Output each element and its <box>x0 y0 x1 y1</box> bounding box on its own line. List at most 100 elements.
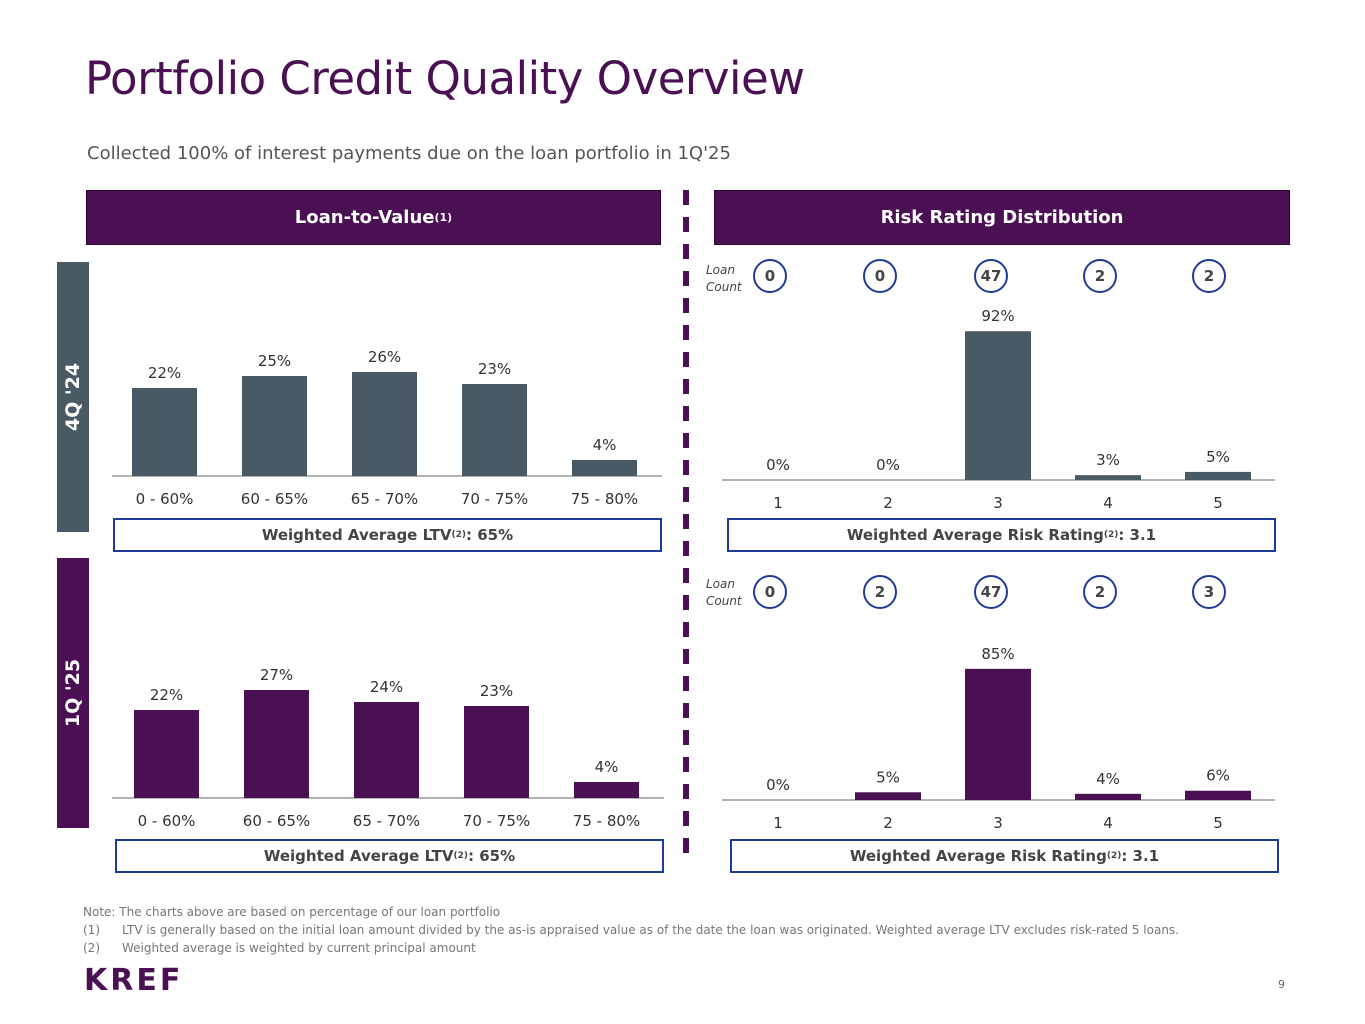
ltv-chart-1q25: 22% 0 - 60% 27% 60 - 65% 24% 65 - 70% 23% 70 - … <box>112 666 664 830</box>
bar-65-70- <box>352 372 417 476</box>
data-label: 3% <box>1096 451 1120 469</box>
bar-5 <box>1185 790 1251 800</box>
data-label: 6% <box>1206 767 1230 785</box>
bar-70-75- <box>464 706 529 798</box>
tick-label: 3 <box>993 494 1003 512</box>
weighted-risk-box-1q25: Weighted Average Risk Rating (2): 3.1 <box>730 839 1279 873</box>
weighted-ltv-value: : 65% <box>466 526 514 544</box>
tick-label: 0 - 60% <box>138 812 196 830</box>
period-label-1q25: 1Q '25 <box>57 558 89 828</box>
weighted-ltv-label: Weighted Average LTV <box>261 526 452 544</box>
data-label: 4% <box>595 758 619 776</box>
tick-label: 4 <box>1103 814 1113 832</box>
data-label: 92% <box>981 307 1014 325</box>
weighted-ltv-label: Weighted Average LTV <box>263 847 454 865</box>
page-number: 9 <box>1278 978 1285 991</box>
data-label: 23% <box>480 682 513 700</box>
weighted-risk-box-4q24: Weighted Average Risk Rating (2): 3.1 <box>727 518 1276 552</box>
tick-label: 5 <box>1213 814 1223 832</box>
loan-count-1q25-rating-1: 0 <box>753 575 787 609</box>
tick-label: 4 <box>1103 494 1113 512</box>
ltv-chart-4q24: 22% 0 - 60% 25% 60 - 65% 26% 65 - 70% 23% 70 - … <box>112 348 662 508</box>
bar-65-70- <box>354 702 419 798</box>
footnote-1-number: (1) <box>83 923 100 937</box>
tick-label: 3 <box>993 814 1003 832</box>
loan-count-label-4q24: Loan Count <box>706 263 742 294</box>
tick-label: 2 <box>883 494 893 512</box>
data-label: 5% <box>876 768 900 786</box>
footnotes: Note: The charts above are based on perc… <box>83 903 1179 957</box>
weighted-ltv-box-1q25: Weighted Average LTV (2): 65% <box>115 839 664 873</box>
tick-label: 70 - 75% <box>463 812 530 830</box>
bar-3 <box>965 668 1031 800</box>
loan-count-1q25-rating-4: 2 <box>1083 575 1117 609</box>
bar-5 <box>1185 471 1251 480</box>
bar-60-65- <box>244 690 309 798</box>
data-label: 85% <box>981 645 1014 663</box>
period-label-4q24: 4Q '24 <box>57 262 89 532</box>
risk-chart-4q24: 0% 1 0% 2 92% 3 3% 4 5% 5 <box>722 307 1275 512</box>
data-label: 0% <box>766 776 790 794</box>
data-label: 5% <box>1206 448 1230 466</box>
loan-count-4q24-rating-5: 2 <box>1192 259 1226 293</box>
bar-75-80- <box>572 460 637 476</box>
data-label: 0% <box>876 456 900 474</box>
data-label: 25% <box>258 352 291 370</box>
data-label: 4% <box>1096 770 1120 788</box>
loan-count-1q25-rating-3: 47 <box>974 575 1008 609</box>
tick-label: 1 <box>773 814 783 832</box>
tick-label: 75 - 80% <box>571 490 638 508</box>
tick-label: 60 - 65% <box>243 812 310 830</box>
tick-label: 65 - 70% <box>353 812 420 830</box>
bar-0-60- <box>132 388 197 476</box>
footnote-2: (2) Weighted average is weighted by curr… <box>83 939 1179 957</box>
kref-logo: KREF <box>84 963 184 998</box>
bar-4 <box>1075 793 1141 800</box>
loan-count-1q25-rating-2: 2 <box>863 575 897 609</box>
bar-75-80- <box>574 782 639 798</box>
weighted-ltv-value: : 65% <box>468 847 516 865</box>
tick-label: 70 - 75% <box>461 490 528 508</box>
data-label: 24% <box>370 678 403 696</box>
bar-70-75- <box>462 384 527 476</box>
footnote-2-number: (2) <box>83 941 100 955</box>
tick-label: 5 <box>1213 494 1223 512</box>
data-label: 27% <box>260 666 293 684</box>
ltv-header-footnote: (1) <box>434 211 453 224</box>
data-label: 22% <box>148 364 181 382</box>
footnote-1: (1) LTV is generally based on the initia… <box>83 921 1179 939</box>
weighted-risk-value: : 3.1 <box>1121 847 1160 865</box>
tick-label: 2 <box>883 814 893 832</box>
data-label: 23% <box>478 360 511 378</box>
weighted-ltv-footnote: (2) <box>451 530 467 540</box>
period-label-4q24-text: 4Q '24 <box>62 362 84 432</box>
loan-count-label-1q25: Loan Count <box>706 577 742 608</box>
data-label: 26% <box>368 348 401 366</box>
loan-count-4q24-rating-1: 0 <box>753 259 787 293</box>
risk-header-text: Risk Rating Distribution <box>880 207 1124 228</box>
weighted-risk-label: Weighted Average Risk Rating <box>846 526 1104 544</box>
tick-label: 1 <box>773 494 783 512</box>
loan-count-4q24-rating-2: 0 <box>863 259 897 293</box>
footnote-2-text: Weighted average is weighted by current … <box>122 941 476 955</box>
footnote-1-text: LTV is generally based on the initial lo… <box>122 923 1179 937</box>
data-label: 0% <box>766 456 790 474</box>
risk-chart-1q25: 0% 1 5% 2 85% 3 4% 4 6% 5 <box>722 645 1275 832</box>
bar-2 <box>855 792 921 800</box>
ltv-header-text: Loan-to-Value <box>294 207 435 228</box>
loan-count-4q24-rating-4: 2 <box>1083 259 1117 293</box>
risk-panel-header: Risk Rating Distribution <box>714 190 1290 245</box>
ltv-panel-header: Loan-to-Value (1) <box>86 190 661 245</box>
loan-count-1q25-rating-5: 3 <box>1192 575 1226 609</box>
page-title: Portfolio Credit Quality Overview <box>85 52 805 105</box>
bar-60-65- <box>242 376 307 476</box>
loan-count-4q24-rating-3: 47 <box>974 259 1008 293</box>
bar-4 <box>1075 475 1141 480</box>
tick-label: 75 - 80% <box>573 812 640 830</box>
bar-0-60- <box>134 710 199 798</box>
data-label: 22% <box>150 686 183 704</box>
page-subtitle: Collected 100% of interest payments due … <box>87 143 731 164</box>
tick-label: 65 - 70% <box>351 490 418 508</box>
tick-label: 0 - 60% <box>136 490 194 508</box>
weighted-ltv-footnote: (2) <box>453 851 469 861</box>
